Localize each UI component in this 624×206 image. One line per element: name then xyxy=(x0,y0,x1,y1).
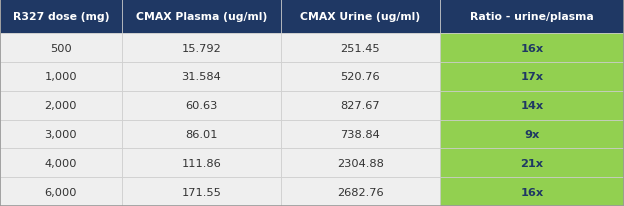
Text: 31.584: 31.584 xyxy=(182,72,221,82)
Bar xyxy=(281,177,440,206)
Bar xyxy=(281,91,440,120)
Bar xyxy=(440,0,624,34)
Text: 738.84: 738.84 xyxy=(341,129,380,139)
Bar xyxy=(122,0,281,34)
Bar xyxy=(281,63,440,91)
Bar xyxy=(440,91,624,120)
Bar xyxy=(281,120,440,149)
Text: 520.76: 520.76 xyxy=(341,72,380,82)
Bar xyxy=(440,63,624,91)
Text: Ratio - urine/plasma: Ratio - urine/plasma xyxy=(470,12,594,22)
Text: 1,000: 1,000 xyxy=(44,72,77,82)
Text: 16x: 16x xyxy=(520,43,544,53)
Text: 9x: 9x xyxy=(524,129,540,139)
Bar xyxy=(0,120,122,149)
Text: 827.67: 827.67 xyxy=(341,101,380,111)
Text: 4,000: 4,000 xyxy=(44,158,77,168)
Bar xyxy=(0,34,122,63)
Bar xyxy=(122,91,281,120)
Text: R327 dose (mg): R327 dose (mg) xyxy=(12,12,109,22)
Text: 15.792: 15.792 xyxy=(182,43,221,53)
Text: 111.86: 111.86 xyxy=(182,158,221,168)
Bar xyxy=(122,63,281,91)
Text: 21x: 21x xyxy=(520,158,544,168)
Bar xyxy=(0,149,122,177)
Bar xyxy=(0,177,122,206)
Bar xyxy=(281,0,440,34)
Bar xyxy=(281,34,440,63)
Bar xyxy=(0,91,122,120)
Bar xyxy=(122,149,281,177)
Bar xyxy=(440,149,624,177)
Text: 2304.88: 2304.88 xyxy=(337,158,384,168)
Text: 14x: 14x xyxy=(520,101,544,111)
Text: 2,000: 2,000 xyxy=(44,101,77,111)
Bar xyxy=(281,149,440,177)
Bar xyxy=(122,177,281,206)
Text: CMAX Plasma (ug/ml): CMAX Plasma (ug/ml) xyxy=(135,12,267,22)
Bar xyxy=(440,177,624,206)
Text: CMAX Urine (ug/ml): CMAX Urine (ug/ml) xyxy=(300,12,421,22)
Text: 86.01: 86.01 xyxy=(185,129,218,139)
Text: 6,000: 6,000 xyxy=(44,187,77,197)
Bar xyxy=(122,120,281,149)
Bar xyxy=(440,120,624,149)
Text: 251.45: 251.45 xyxy=(341,43,380,53)
Text: 500: 500 xyxy=(50,43,72,53)
Text: 2682.76: 2682.76 xyxy=(337,187,384,197)
Text: 3,000: 3,000 xyxy=(44,129,77,139)
Bar xyxy=(122,34,281,63)
Text: 60.63: 60.63 xyxy=(185,101,217,111)
Text: 171.55: 171.55 xyxy=(182,187,221,197)
Text: 16x: 16x xyxy=(520,187,544,197)
Bar xyxy=(440,34,624,63)
Text: 17x: 17x xyxy=(520,72,544,82)
Bar xyxy=(0,0,122,34)
Bar xyxy=(0,63,122,91)
